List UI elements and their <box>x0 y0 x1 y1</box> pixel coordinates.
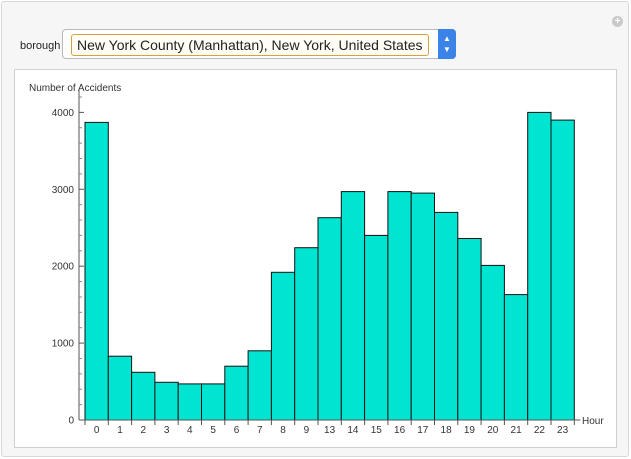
bar-hour-18 <box>434 211 459 421</box>
y-axis-label: Number of Accidents <box>29 83 121 94</box>
bar-hour-16 <box>387 191 412 421</box>
bar-hour-21 <box>503 294 529 421</box>
bar-hour-2 <box>131 371 156 421</box>
accidents-bar-chart: Number of Accidents Hour 010002000300040… <box>29 83 604 436</box>
x-tick-label: 15 <box>371 425 383 436</box>
x-axis-label: Hour <box>582 416 604 427</box>
x-tick-label: 1 <box>117 425 123 436</box>
bar-hour-4 <box>177 383 202 421</box>
x-tick-label: 6 <box>234 425 240 436</box>
x-tick-label: 23 <box>557 425 569 436</box>
x-tick-label: 9 <box>304 425 310 436</box>
x-tick-label: 18 <box>441 425 453 436</box>
bar-hour-9 <box>294 247 319 421</box>
x-tick-label: 4 <box>187 425 193 436</box>
borough-selected-value: New York County (Manhattan), New York, U… <box>71 34 429 56</box>
bar-hour-13 <box>317 217 342 421</box>
x-tick-label: 22 <box>534 425 546 436</box>
bar-hour-15 <box>364 234 389 421</box>
x-tick-label: 2 <box>141 425 147 436</box>
x-tick-label: 20 <box>487 425 499 436</box>
x-tick-label: 13 <box>324 425 336 436</box>
x-tick-label: 3 <box>164 425 170 436</box>
x-tick-label: 17 <box>417 425 429 436</box>
x-tick-label: 5 <box>210 425 216 436</box>
x-tick-label: 21 <box>511 425 523 436</box>
plus-circle-icon[interactable]: + <box>612 16 623 27</box>
bar-hour-22 <box>527 111 552 421</box>
bar-hour-3 <box>154 381 179 421</box>
y-tick-label: 3000 <box>52 185 75 196</box>
x-tick-label: 19 <box>464 425 476 436</box>
x-tick-label: 14 <box>347 425 359 436</box>
bar-hour-1 <box>107 355 133 421</box>
y-tick-label: 4000 <box>52 108 75 119</box>
borough-select[interactable]: New York County (Manhattan), New York, U… <box>62 29 456 59</box>
borough-label: borough <box>20 40 61 52</box>
bar-hour-0 <box>84 121 109 421</box>
bar-hour-20 <box>480 264 505 421</box>
bar-hour-5 <box>201 383 226 421</box>
up-down-chevron-icon[interactable]: ▲ ▼ <box>438 29 456 59</box>
x-tick-label: 0 <box>94 425 100 436</box>
bar-hour-8 <box>270 271 296 421</box>
bar-hour-7 <box>247 350 272 421</box>
y-tick-label: 2000 <box>52 262 75 273</box>
plot-area: Number of Accidents Hour 0 1000 2000 3000 40… <box>14 69 617 448</box>
y-tick-label: 0 <box>68 416 74 427</box>
x-tick-label: 8 <box>280 425 286 436</box>
bar-hour-14 <box>340 191 366 421</box>
x-tick-label: 16 <box>394 425 406 436</box>
bar-hour-23 <box>550 119 575 421</box>
bar-hour-6 <box>224 365 249 421</box>
y-tick-label: 1000 <box>52 339 75 350</box>
bar-hour-19 <box>457 238 482 421</box>
x-tick-label: 7 <box>257 425 263 436</box>
bar-hour-17 <box>410 192 436 421</box>
